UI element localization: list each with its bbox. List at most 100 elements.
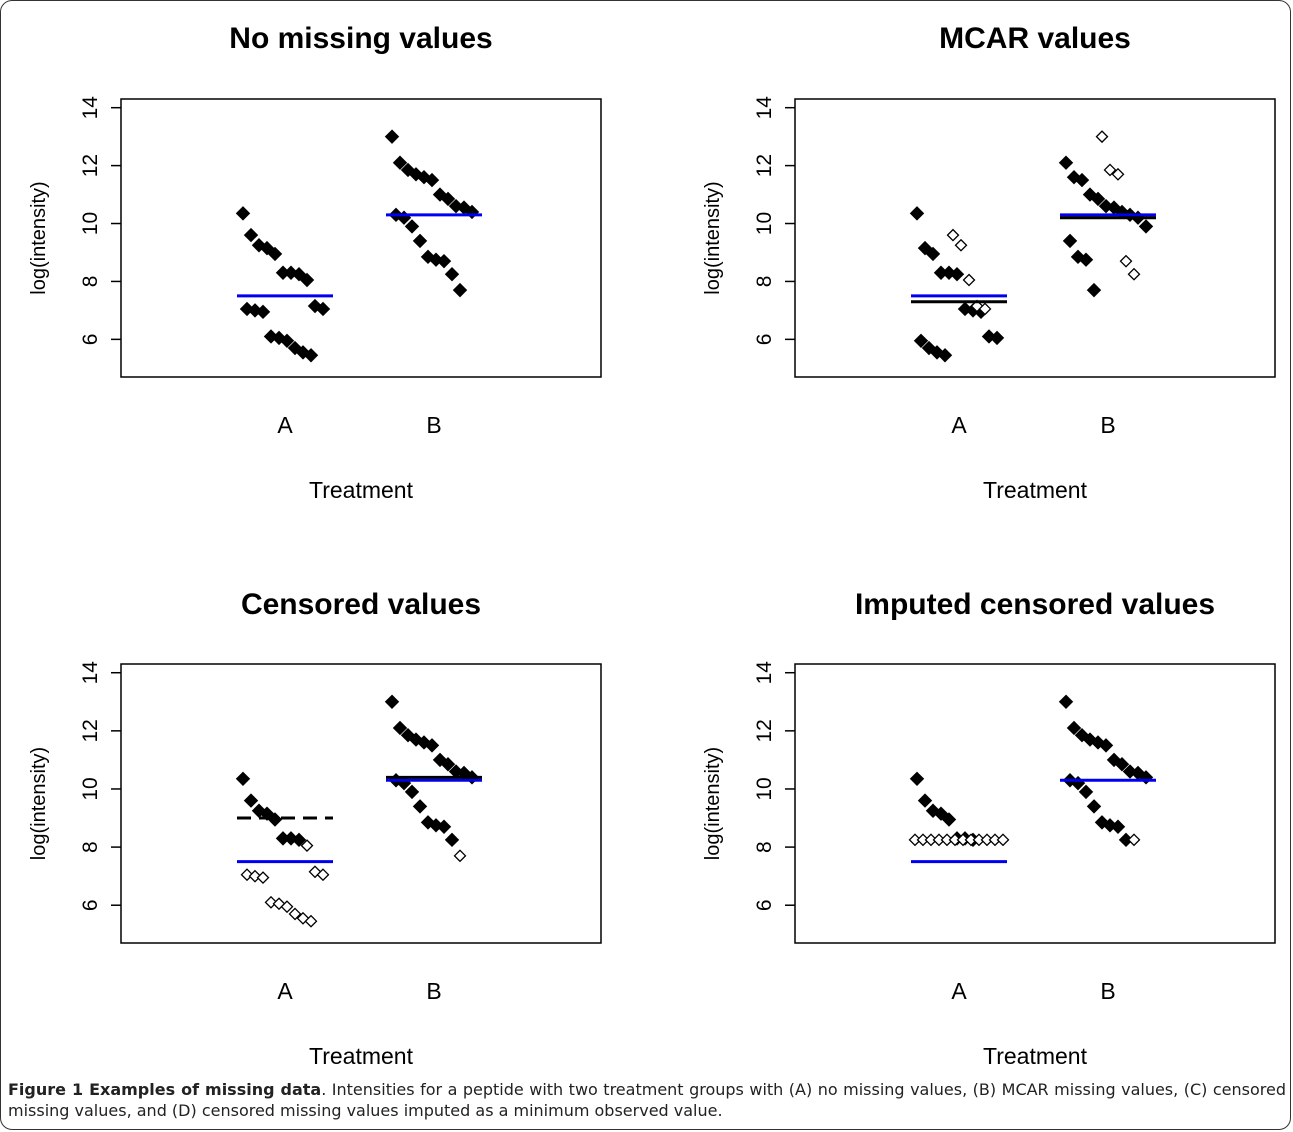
y-axis-label: log(intensity) [702, 747, 724, 860]
data-point-open [1127, 267, 1141, 281]
data-point-filled [1082, 187, 1098, 202]
data-point-filled [384, 129, 400, 144]
data-point-filled [957, 301, 973, 317]
y-axis-label: log(intensity) [702, 181, 724, 294]
data-point-filled [404, 219, 420, 234]
y-axis-label: log(intensity) [28, 181, 50, 294]
caption-title: Figure 1 Examples of missing data [8, 1080, 322, 1099]
data-point-filled [420, 249, 436, 265]
data-point-open [304, 914, 318, 928]
data-point-filled [1082, 732, 1098, 747]
data-point-filled [1074, 172, 1090, 188]
chart-title: Censored values [241, 588, 481, 621]
data-point-filled [1098, 198, 1114, 214]
y-tick-label: 10 [79, 777, 102, 800]
data-point-filled [315, 301, 331, 317]
y-tick-label: 10 [753, 777, 776, 800]
data-point-filled [989, 330, 1005, 346]
data-point-filled [1090, 191, 1106, 207]
y-tick-label: 14 [79, 661, 102, 685]
data-point-open [1103, 163, 1117, 177]
data-point-filled [299, 272, 315, 288]
x-axis-label: Treatment [983, 477, 1088, 503]
data-point-filled [267, 246, 283, 262]
y-tick-label: 12 [753, 719, 776, 742]
data-point-filled [1066, 169, 1082, 185]
data-point-open [453, 849, 467, 863]
chart-title: MCAR values [939, 22, 1131, 55]
y-tick-label: 14 [753, 661, 776, 685]
data-point-filled [1066, 720, 1082, 736]
y-tick-label: 8 [79, 276, 102, 288]
y-tick-label: 8 [753, 841, 776, 853]
plot-area [794, 98, 1276, 378]
data-point-filled [1098, 738, 1114, 753]
data-point-filled [1078, 784, 1094, 800]
data-point-filled [384, 694, 400, 709]
data-point-filled [1138, 770, 1154, 785]
data-point-filled [279, 333, 295, 349]
data-point-filled [436, 253, 452, 269]
data-point-filled [251, 238, 267, 253]
data-point-filled [412, 799, 428, 814]
data-point-filled [440, 191, 456, 207]
data-point-open [300, 839, 314, 853]
data-point-filled [243, 793, 259, 808]
data-point-filled [464, 204, 480, 220]
data-point-open [264, 895, 278, 909]
data-point-filled [1114, 757, 1130, 772]
data-point-filled [933, 806, 949, 821]
data-point-filled [392, 720, 408, 736]
x-axis-label: Treatment [309, 1043, 414, 1069]
data-point-filled [925, 803, 941, 818]
data-point-filled [428, 252, 444, 267]
data-point-open [1111, 167, 1125, 181]
data-point-open [996, 833, 1010, 847]
data-point-filled [941, 812, 957, 827]
figure-plots: No missing values 6 8 10 12 14 log(intensity) A… [28, 22, 1276, 1069]
y-tick-label: 6 [79, 334, 102, 346]
x-axis-label: Treatment [309, 477, 414, 503]
data-point-filled [925, 246, 941, 262]
data-point-filled [259, 240, 275, 256]
x-tick-label: A [277, 412, 293, 438]
y-tick-label: 12 [79, 154, 102, 177]
data-point-filled [235, 206, 251, 221]
data-point-filled [412, 233, 428, 249]
data-point-filled [448, 198, 464, 214]
data-point-filled [444, 266, 460, 282]
y-tick-label: 12 [79, 719, 102, 742]
y-tick-label: 10 [79, 212, 102, 235]
data-point-filled [259, 806, 275, 821]
data-point-filled [1062, 233, 1078, 249]
data-point-filled [247, 303, 263, 318]
y-tick-label: 8 [79, 841, 102, 853]
data-point-filled [921, 340, 937, 356]
x-tick-label: B [426, 412, 441, 438]
data-point-filled [937, 348, 953, 363]
data-point-filled [1138, 219, 1154, 234]
chart-title: No missing values [229, 22, 492, 55]
data-point-filled [917, 240, 933, 256]
data-point-filled [239, 301, 255, 317]
data-point-open [316, 868, 330, 882]
data-point-filled [291, 832, 307, 848]
data-point-filled [909, 771, 925, 787]
data-point-filled [235, 771, 251, 787]
data-point-filled [444, 832, 460, 848]
data-point-open [248, 869, 262, 883]
x-tick-label: A [951, 412, 967, 438]
data-point-filled [255, 304, 271, 320]
data-point-open [1119, 254, 1133, 268]
data-point-filled [452, 282, 468, 298]
x-tick-label: B [426, 978, 441, 1004]
data-point-filled [303, 348, 319, 363]
data-point-filled [917, 793, 933, 808]
figure-caption: Figure 1 Examples of missing data. Inten… [8, 1079, 1286, 1121]
data-point-filled [1078, 252, 1094, 267]
data-point-open [1127, 833, 1141, 847]
caption-text: . Intensities for a peptide with two tre… [8, 1080, 1286, 1120]
data-point-filled [1058, 694, 1074, 709]
data-point-filled [420, 815, 436, 830]
data-point-filled [436, 819, 452, 834]
